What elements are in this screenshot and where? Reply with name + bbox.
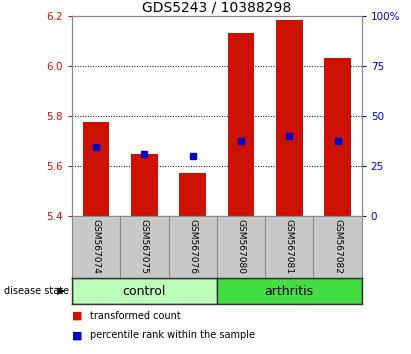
Text: ■: ■ — [72, 311, 83, 321]
Text: GDS5243 / 10388298: GDS5243 / 10388298 — [142, 0, 291, 14]
Text: disease state: disease state — [4, 286, 69, 296]
Bar — [217, 278, 362, 304]
Text: ■: ■ — [72, 330, 83, 340]
Text: control: control — [122, 285, 166, 298]
Text: GSM567080: GSM567080 — [236, 219, 245, 274]
Text: GSM567076: GSM567076 — [188, 219, 197, 274]
Bar — [83, 122, 109, 216]
Bar — [276, 20, 302, 216]
Bar — [72, 278, 217, 304]
Text: GSM567075: GSM567075 — [140, 219, 149, 274]
Text: GSM567074: GSM567074 — [92, 219, 101, 274]
Bar — [228, 33, 254, 216]
Text: percentile rank within the sample: percentile rank within the sample — [90, 330, 255, 340]
Bar — [131, 154, 158, 216]
Text: GSM567081: GSM567081 — [285, 219, 294, 274]
Text: arthritis: arthritis — [265, 285, 314, 298]
Text: GSM567082: GSM567082 — [333, 219, 342, 274]
Bar — [324, 58, 351, 216]
Text: transformed count: transformed count — [90, 311, 181, 321]
Bar — [179, 173, 206, 216]
